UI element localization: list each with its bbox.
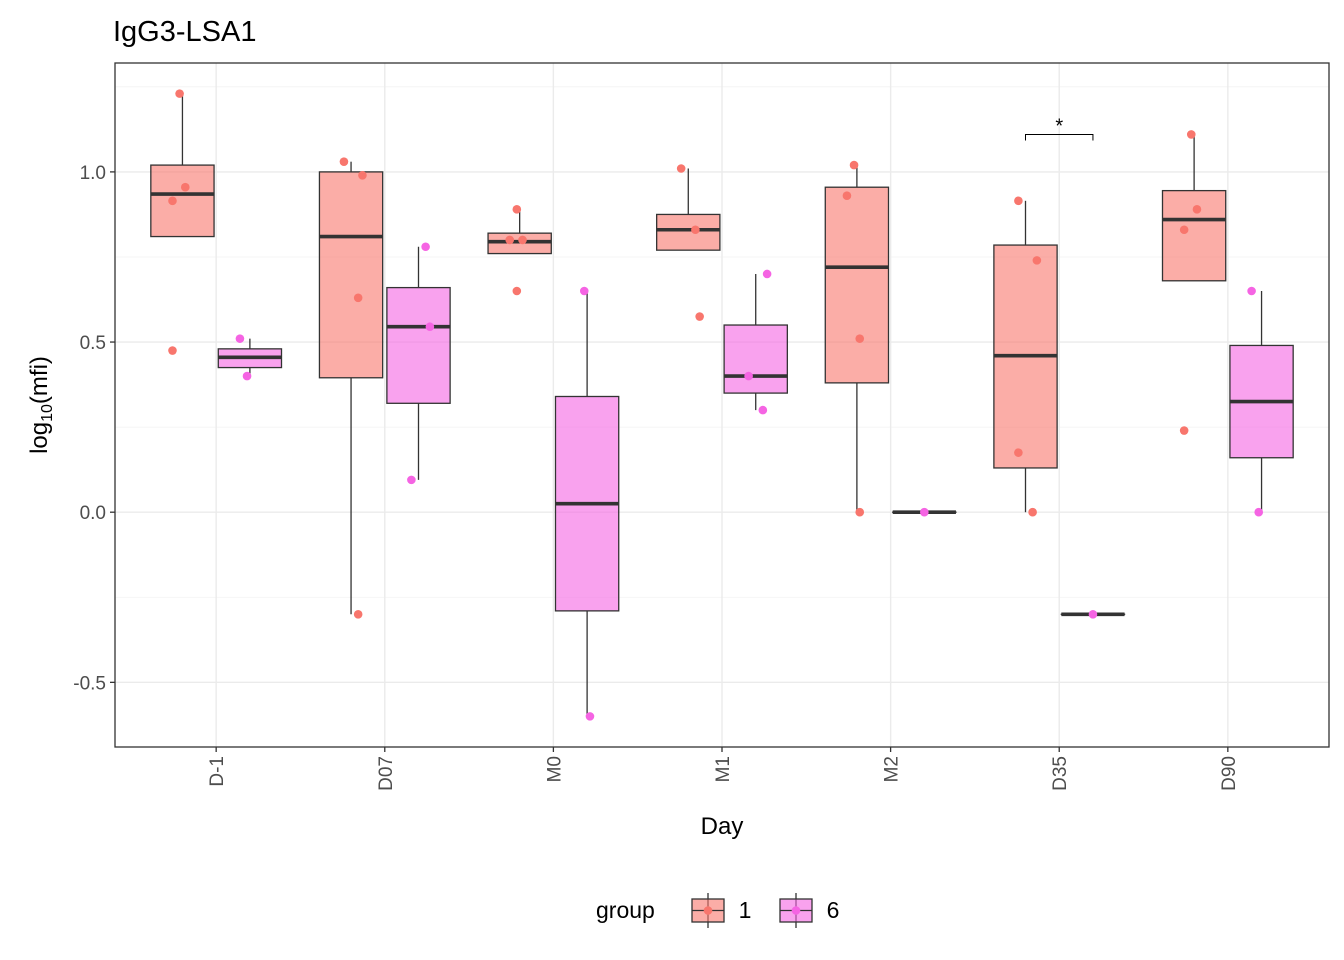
data-point-1-M1 — [691, 225, 700, 235]
data-point-1-D90 — [1179, 426, 1189, 435]
data-point-6-D07 — [425, 322, 435, 332]
x-axis-title: Day — [701, 813, 744, 840]
data-point-1-M0 — [512, 205, 522, 214]
data-point-1-M0 — [512, 286, 522, 296]
legend-item-6: 6 — [779, 893, 840, 928]
y-tick-label: 0.5 — [80, 333, 106, 354]
box-1-D07 — [318, 161, 384, 615]
data-point-1-D90 — [1186, 130, 1196, 139]
x-tick-label: D07 — [376, 756, 397, 791]
data-point-1-D90 — [1179, 225, 1189, 235]
box-1-M2 — [824, 165, 890, 513]
data-point-6-M1 — [762, 269, 772, 279]
data-point-1-D90 — [1192, 205, 1202, 214]
gridlines — [115, 63, 1329, 747]
box-body — [723, 324, 788, 394]
data-point-6-M1 — [758, 405, 768, 415]
y-tick-label: -0.5 — [73, 673, 106, 694]
y-tick-label: 0.0 — [80, 503, 106, 524]
box-body — [150, 164, 215, 238]
box-body — [656, 213, 721, 251]
box-body — [1161, 189, 1227, 282]
y-axis-title-arg: (mfi) — [26, 356, 53, 404]
data-point-1-M2 — [855, 507, 865, 517]
legend-key-point — [791, 906, 801, 915]
x-tick-label: M2 — [882, 756, 903, 782]
data-point-1-D-1 — [168, 346, 177, 355]
box-1-M1 — [656, 168, 721, 251]
legend-label: 6 — [827, 897, 840, 923]
bracket-line — [1025, 133, 1094, 141]
y-axis-title: log10(mfi) — [26, 356, 56, 454]
box-6-M0 — [554, 291, 620, 717]
x-tick-label: D90 — [1219, 756, 1240, 791]
y-axis: -0.5 0.0 0.5 1.0 — [73, 163, 115, 694]
data-point-1-M1 — [676, 164, 686, 173]
data-point-1-M0 — [518, 235, 527, 245]
box-body — [318, 171, 384, 379]
data-point-6-M1 — [744, 371, 753, 381]
x-tick-label: M0 — [544, 756, 565, 782]
data-point-6-D90 — [1254, 507, 1264, 517]
data-point-6-D90 — [1247, 286, 1256, 296]
data-point-1-D-1 — [175, 89, 184, 98]
data-point-1-M2 — [849, 160, 859, 170]
data-point-1-M0 — [505, 235, 515, 245]
y-tick-label: 1.0 — [80, 163, 106, 184]
box-1-D90 — [1161, 134, 1227, 282]
data-point-1-D-1 — [168, 196, 177, 206]
legend-title: group — [596, 897, 655, 923]
significance-bracket: * — [1025, 115, 1094, 141]
y-axis-title-base: log — [26, 422, 53, 454]
x-tick-label: D-1 — [207, 756, 228, 787]
legend: group 1 6 — [596, 893, 839, 928]
data-point-6-D07 — [421, 242, 430, 252]
box-6-D90 — [1229, 291, 1294, 513]
plot-marks: * — [150, 89, 1294, 721]
y-axis-title-sub: 10 — [39, 404, 56, 422]
box-1-D-1 — [150, 93, 215, 238]
data-point-1-D35 — [1014, 448, 1023, 457]
data-point-1-M1 — [695, 312, 704, 321]
data-point-1-D07 — [358, 170, 367, 180]
legend-key-point — [703, 906, 713, 915]
data-point-6-M0 — [579, 286, 589, 296]
box-body — [824, 186, 890, 384]
box-6-D07 — [386, 246, 451, 480]
data-point-1-D07 — [353, 293, 363, 303]
data-point-6-D-1 — [235, 334, 245, 343]
data-point-1-D07 — [353, 609, 363, 619]
data-point-1-M2 — [842, 191, 852, 201]
x-tick-label: M1 — [713, 756, 734, 782]
box-6-D-1 — [217, 338, 283, 377]
legend-item-1: 1 — [691, 893, 752, 928]
data-point-1-D-1 — [180, 182, 190, 192]
data-point-1-M2 — [855, 334, 865, 343]
box-6-M1 — [723, 273, 788, 411]
data-point-6-D07 — [407, 475, 416, 485]
data-point-1-D35 — [1028, 507, 1037, 517]
data-point-1-D07 — [339, 157, 349, 166]
box-1-D35 — [993, 200, 1058, 513]
data-point-6-D35 — [1088, 609, 1098, 619]
x-tick-label: D35 — [1050, 756, 1071, 791]
legend-label: 1 — [739, 897, 752, 923]
x-axis: D-1 D07 M0 M1 M2 D35 D90 — [207, 747, 1240, 791]
significance-label: * — [1055, 115, 1063, 137]
data-point-1-D35 — [1014, 196, 1023, 206]
data-point-6-M0 — [585, 712, 595, 721]
data-point-6-M2 — [920, 507, 929, 517]
data-point-1-D35 — [1032, 256, 1042, 265]
box-body — [386, 286, 451, 404]
chart-title: IgG3-LSA1 — [113, 16, 256, 48]
data-point-6-D-1 — [242, 371, 252, 381]
